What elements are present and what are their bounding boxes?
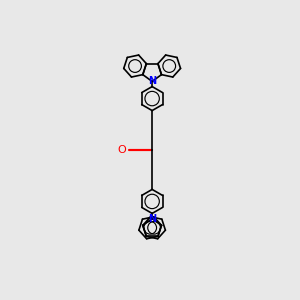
Text: N: N <box>148 76 156 86</box>
Text: O: O <box>118 145 127 155</box>
Text: N: N <box>148 214 156 224</box>
